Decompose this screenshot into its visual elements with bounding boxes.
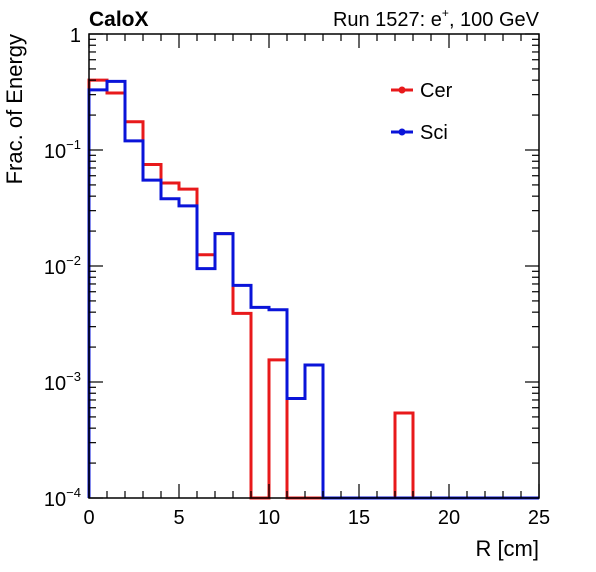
y-tick-label: 10−2 [44,253,81,279]
y-tick-label: 10−4 [44,485,81,511]
plot-frame [88,33,540,499]
y-tick-label: 10−3 [44,369,81,395]
title-right: Run 1527: e+, 100 GeV [333,6,540,31]
legend: Cer Sci [391,80,453,144]
y-axis-label: Frac. of Energy [2,34,27,184]
x-tick-label: 0 [83,507,94,529]
x-tick-label: 10 [258,507,280,529]
legend-marker-sci [398,128,406,136]
series-line-cer [87,78,539,500]
legend-label-sci: Sci [420,122,448,144]
x-tick-label: 20 [438,507,460,529]
series-line-sci [87,79,539,500]
ticks-layer [88,33,540,499]
title-left: CaloX [89,8,149,31]
y-tick-label: 1 [70,25,81,47]
legend-label-cer: Cer [420,80,453,102]
y-tick-labels: 1 10−1 10−2 10−3 10−4 [44,25,81,511]
x-tick-label: 15 [348,507,370,529]
x-axis-label: R [cm] [475,536,539,561]
series-layer [87,78,539,500]
y-tick-label: 10−1 [44,137,81,163]
x-tick-label: 5 [173,507,184,529]
legend-marker-cer [398,86,406,94]
x-tick-labels: 0 5 10 15 20 25 [83,507,550,529]
x-tick-label: 25 [528,507,550,529]
